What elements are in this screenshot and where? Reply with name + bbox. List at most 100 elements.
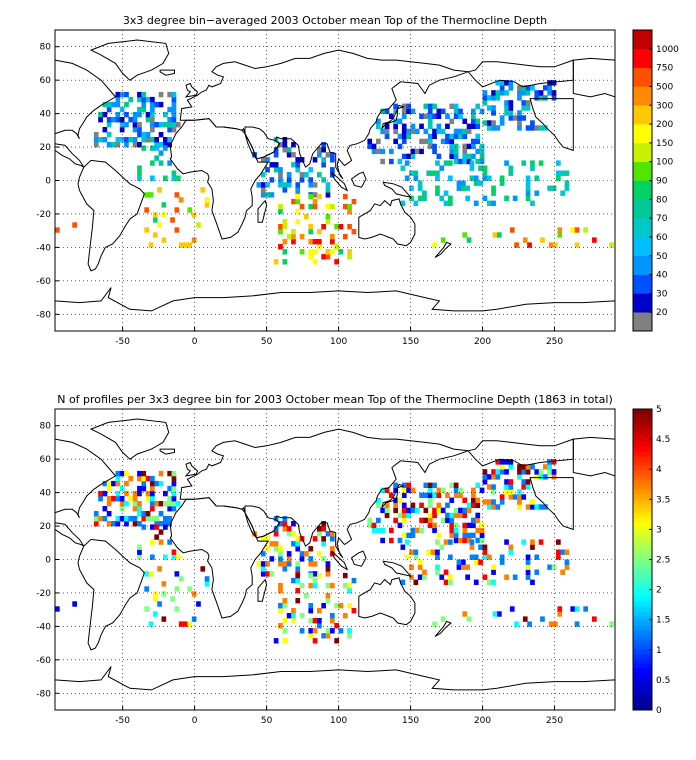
data-cell bbox=[299, 582, 305, 589]
data-cell bbox=[462, 148, 468, 155]
data-cell bbox=[525, 175, 531, 181]
data-cell bbox=[317, 623, 322, 629]
data-cell bbox=[178, 576, 184, 582]
y-tick-label: -20 bbox=[36, 589, 51, 599]
data-cell bbox=[495, 504, 501, 510]
colorbar-label: 0.5 bbox=[656, 676, 670, 686]
data-cell bbox=[384, 123, 390, 129]
data-cell bbox=[449, 118, 455, 124]
colorbar-label: 4 bbox=[656, 465, 662, 475]
data-cell bbox=[325, 571, 331, 577]
data-cell bbox=[132, 490, 138, 497]
data-cell bbox=[183, 621, 188, 627]
data-cell bbox=[132, 137, 138, 143]
colorbar-label: 300 bbox=[656, 101, 673, 111]
data-cell bbox=[308, 572, 314, 579]
data-cell bbox=[171, 106, 177, 113]
y-tick-labels: 80 60 40 20 0 -20 -40 -60 -80 bbox=[36, 422, 51, 700]
data-cell bbox=[93, 137, 99, 143]
data-cell bbox=[410, 108, 416, 114]
data-cell bbox=[148, 621, 154, 627]
data-cell bbox=[475, 148, 481, 155]
data-cell bbox=[342, 582, 348, 589]
data-cell bbox=[475, 103, 481, 109]
data-cell bbox=[282, 566, 288, 572]
data-cell bbox=[427, 487, 433, 493]
data-cell bbox=[525, 574, 531, 580]
data-cell bbox=[98, 516, 103, 522]
data-cell bbox=[312, 561, 318, 567]
data-cell bbox=[174, 192, 180, 198]
data-cell bbox=[525, 185, 531, 191]
data-cell bbox=[321, 224, 326, 230]
x-tick-label: 150 bbox=[402, 337, 419, 347]
data-cell bbox=[462, 512, 468, 519]
data-cell bbox=[102, 506, 108, 512]
data-cell bbox=[517, 464, 522, 470]
y-tick-label: 40 bbox=[40, 489, 52, 499]
data-cell bbox=[295, 536, 301, 542]
data-cell bbox=[137, 142, 142, 148]
colorbar-swatch bbox=[633, 700, 652, 706]
data-cell bbox=[141, 145, 147, 151]
colorbar-swatch bbox=[633, 592, 652, 598]
data-cell bbox=[491, 110, 496, 116]
data-cell bbox=[286, 613, 292, 619]
data-cell bbox=[401, 123, 407, 129]
x-tick-label: 150 bbox=[402, 716, 419, 726]
data-cell bbox=[427, 113, 433, 119]
data-cell bbox=[102, 101, 108, 108]
data-cell bbox=[417, 574, 423, 580]
data-cell bbox=[521, 539, 527, 545]
data-cell bbox=[338, 628, 344, 634]
data-cell bbox=[321, 162, 326, 168]
data-cell bbox=[321, 142, 326, 148]
data-cell bbox=[473, 559, 479, 565]
data-cell bbox=[499, 459, 505, 465]
data-cell bbox=[525, 479, 531, 485]
data-cell bbox=[491, 105, 496, 111]
data-cell bbox=[427, 108, 433, 114]
data-cell bbox=[278, 208, 283, 215]
colorbar-label: 3.5 bbox=[656, 495, 670, 505]
data-cell bbox=[265, 561, 270, 567]
data-cell bbox=[371, 143, 377, 150]
data-cell bbox=[445, 113, 450, 119]
data-cell bbox=[273, 259, 279, 265]
data-cell bbox=[163, 145, 168, 151]
data-cell bbox=[413, 170, 419, 176]
data-cell bbox=[440, 128, 446, 135]
colorbar-swatch bbox=[633, 30, 652, 50]
data-cell bbox=[334, 259, 339, 265]
data-cell bbox=[115, 111, 121, 118]
data-cell bbox=[449, 138, 455, 145]
data-cell bbox=[273, 137, 279, 143]
data-cell bbox=[436, 487, 442, 493]
data-cell bbox=[308, 608, 314, 614]
data-cell bbox=[132, 127, 138, 133]
data-cell bbox=[171, 475, 177, 482]
data-cell bbox=[443, 579, 449, 585]
panel-title: N of profiles per 3x3 degree bin for 200… bbox=[57, 393, 613, 406]
data-cell bbox=[317, 618, 322, 624]
data-cell bbox=[312, 536, 318, 542]
data-cell bbox=[564, 559, 570, 565]
data-cell bbox=[158, 480, 164, 487]
data-cell bbox=[508, 494, 514, 500]
data-cell bbox=[453, 527, 459, 534]
colorbar-swatch bbox=[633, 540, 652, 546]
grid-lines bbox=[55, 30, 615, 331]
data-cell bbox=[330, 531, 335, 537]
data-cell bbox=[504, 90, 509, 96]
data-cell bbox=[401, 128, 407, 135]
data-cell bbox=[482, 499, 488, 505]
data-cell bbox=[517, 474, 522, 480]
data-cell bbox=[163, 524, 168, 530]
data-cell bbox=[564, 180, 570, 186]
data-cell bbox=[351, 577, 357, 584]
data-cell bbox=[347, 208, 352, 215]
y-tick-label: -60 bbox=[36, 277, 51, 287]
data-cell bbox=[106, 106, 112, 113]
data-cell bbox=[321, 177, 326, 183]
data-cell bbox=[106, 117, 112, 123]
